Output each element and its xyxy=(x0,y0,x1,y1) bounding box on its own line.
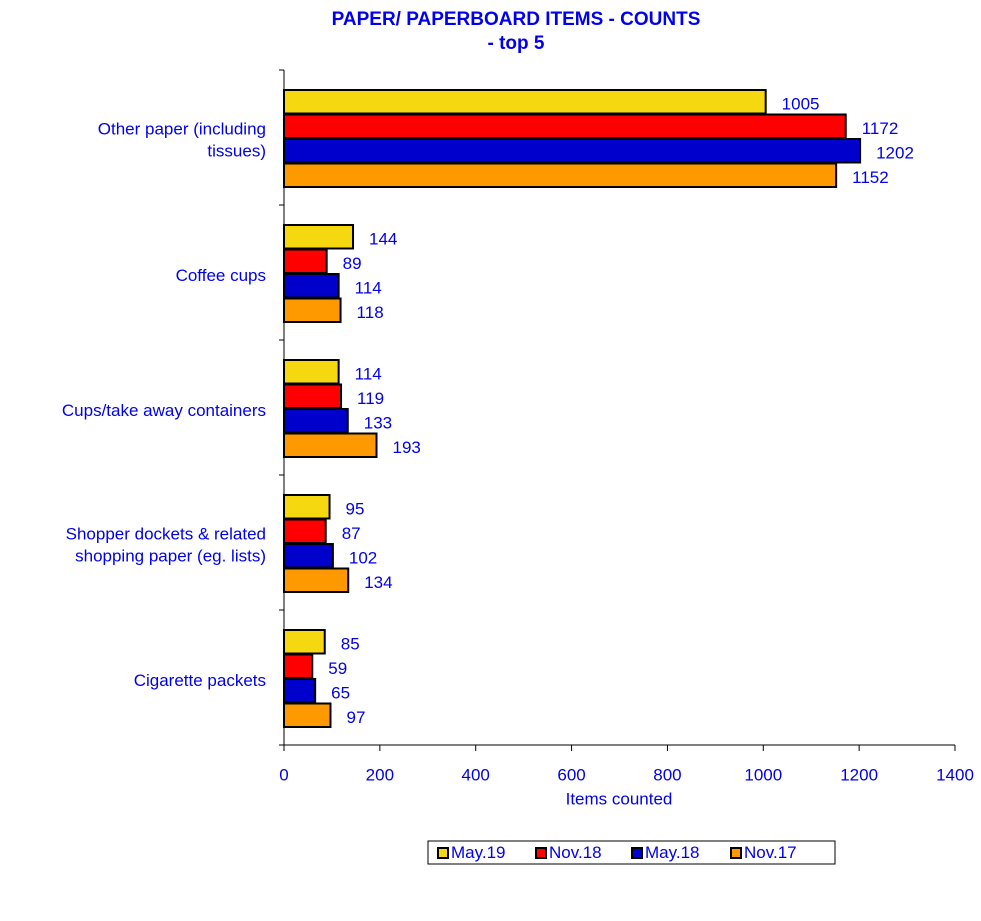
bar xyxy=(283,702,332,728)
bar xyxy=(283,297,342,323)
x-tick-label: 1400 xyxy=(936,765,974,784)
bar xyxy=(283,629,326,655)
x-axis-label: Items counted xyxy=(566,789,673,808)
data-label: 87 xyxy=(342,524,361,543)
data-label: 118 xyxy=(357,303,384,322)
x-tick-label: 800 xyxy=(653,765,681,784)
bar xyxy=(283,408,349,434)
data-label: 134 xyxy=(364,573,392,592)
legend-marker xyxy=(535,847,547,859)
bar xyxy=(283,383,343,409)
x-tick-label: 200 xyxy=(366,765,394,784)
bar xyxy=(283,494,331,520)
data-label: 114 xyxy=(355,365,382,384)
data-label: 85 xyxy=(341,635,360,654)
legend-marker xyxy=(631,847,643,859)
bar xyxy=(283,273,340,299)
data-label: 59 xyxy=(328,659,347,678)
legend-label: May.19 xyxy=(451,843,506,862)
bar xyxy=(283,162,838,188)
data-label: 1005 xyxy=(782,95,820,114)
data-label: 1152 xyxy=(852,168,889,187)
bar xyxy=(283,359,340,385)
x-tick-label: 0 xyxy=(279,765,288,784)
bar xyxy=(283,224,355,250)
data-label: 133 xyxy=(364,414,392,433)
legend-label: Nov.17 xyxy=(744,843,797,862)
x-tick-label: 400 xyxy=(462,765,490,784)
bar xyxy=(283,653,314,679)
data-label: 95 xyxy=(346,500,365,519)
bar xyxy=(283,248,328,274)
data-label: 97 xyxy=(346,708,365,727)
x-tick-label: 1000 xyxy=(744,765,782,784)
bar xyxy=(283,113,847,139)
data-label: 114 xyxy=(355,279,382,298)
bar xyxy=(283,567,350,593)
y-tick-label: Cups/take away containers xyxy=(62,401,266,420)
data-label: 1202 xyxy=(876,144,914,163)
x-tick-label: 600 xyxy=(557,765,585,784)
data-label: 1172 xyxy=(862,119,899,138)
legend-marker xyxy=(730,847,742,859)
legend-marker xyxy=(437,847,449,859)
bar xyxy=(283,89,767,115)
data-label: 65 xyxy=(331,684,350,703)
data-label: 119 xyxy=(357,389,384,408)
bar xyxy=(283,518,327,544)
legend-label: May.18 xyxy=(645,843,700,862)
x-tick-label: 1200 xyxy=(840,765,878,784)
y-tick-label: Shopper dockets & related shopping paper … xyxy=(66,525,266,566)
y-tick-label: Cigarette packets xyxy=(134,671,266,690)
data-label: 102 xyxy=(349,549,377,568)
bar xyxy=(283,678,317,704)
y-tick-label: Other paper (including tissues) xyxy=(98,120,266,161)
data-label: 193 xyxy=(393,438,421,457)
data-label: 89 xyxy=(343,254,362,273)
legend-label: Nov.18 xyxy=(549,843,602,862)
bar xyxy=(283,543,334,569)
data-label: 144 xyxy=(369,230,397,249)
y-tick-label: Coffee cups xyxy=(176,266,266,285)
bar xyxy=(283,138,862,164)
bar xyxy=(283,432,378,458)
chart-title: PAPER/ PAPERBOARD ITEMS - COUNTS - top 5 xyxy=(332,9,701,54)
